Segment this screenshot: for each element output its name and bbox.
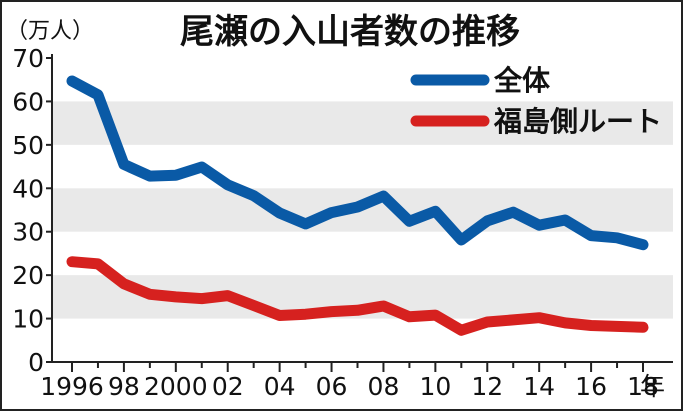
x-tick-label: 06 (316, 372, 348, 401)
series-line-1 (66, 256, 649, 336)
y-tick-label: 40 (12, 174, 44, 203)
y-tick-label: 50 (12, 131, 44, 160)
y-tick-label: 20 (12, 261, 44, 290)
y-tick-label: 60 (12, 87, 44, 116)
axes (46, 54, 673, 372)
x-tick-label: 1996 (40, 372, 104, 401)
x-tick-label: 04 (264, 372, 296, 401)
x-tick-label: 02 (212, 372, 244, 401)
legend-label-fukushima: 福島側ルート (493, 105, 662, 138)
y-tick-label: 0 (28, 348, 44, 377)
x-tick-labels: 1996 98 2000 02 04 06 08 10 12 14 16 18 (40, 372, 659, 401)
x-tick-label: 10 (419, 372, 451, 401)
x-tick-label: 18 (627, 372, 659, 401)
y-tick-label: 70 (12, 44, 44, 73)
x-axis-year-suffix: 年 (640, 372, 665, 401)
series-line-0 (66, 75, 649, 251)
x-tick-label: 2000 (144, 372, 208, 401)
x-tick-label: 14 (523, 372, 555, 401)
y-tick-label: 10 (12, 305, 44, 334)
legend: 全体 福島側ルート (410, 64, 662, 138)
x-tick-label: 08 (368, 372, 400, 401)
x-tick-label: 12 (471, 372, 503, 401)
y-tick-label: 30 (12, 218, 44, 247)
y-tick-labels: 0 10 20 30 40 50 60 70 (12, 44, 44, 377)
x-tick-label: 98 (108, 372, 140, 401)
y-axis-unit: （万人） (6, 19, 94, 44)
chart-title: 尾瀬の入山者数の推移 (180, 12, 520, 52)
legend-label-total: 全体 (493, 64, 551, 97)
x-tick-label: 16 (575, 372, 607, 401)
grid-band (52, 101, 673, 145)
series-lines (66, 75, 649, 336)
